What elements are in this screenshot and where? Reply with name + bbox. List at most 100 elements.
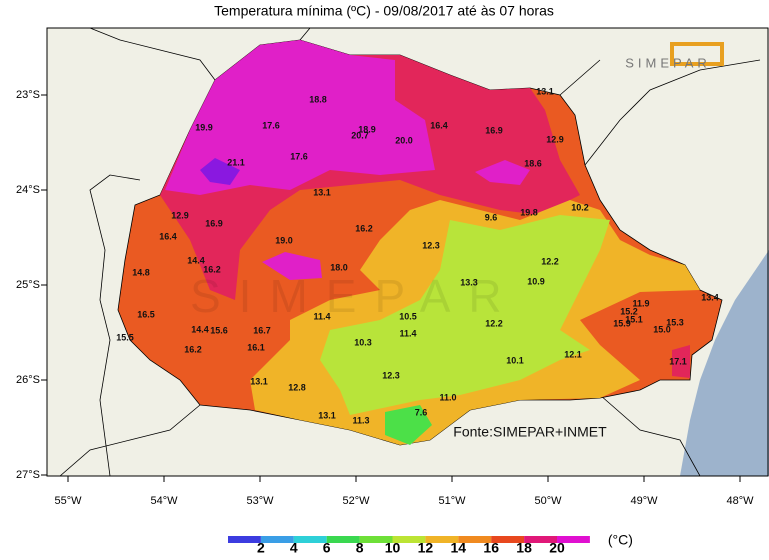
station-value: 15.1 xyxy=(625,314,643,324)
axes: 23°S 24°S 25°S 26°S 27°S 55°W 54°W 53°W 52°W 51°W… xyxy=(16,89,754,507)
station-value: 14.4 xyxy=(187,255,205,265)
color-swatch xyxy=(326,536,360,543)
lon-label: 53°W xyxy=(246,495,274,507)
color-swatch xyxy=(425,536,459,543)
station-value: 18.6 xyxy=(524,158,542,168)
station-value: 16.1 xyxy=(247,342,265,352)
station-value: 15.6 xyxy=(210,325,228,335)
station-value: 12.1 xyxy=(564,349,582,359)
color-swatch xyxy=(458,536,492,543)
station-value: 12.9 xyxy=(171,210,189,220)
cold-zone xyxy=(320,215,610,415)
lon-label: 50°W xyxy=(534,495,562,507)
station-value: 16.2 xyxy=(355,223,373,233)
logo: SIMEPAR xyxy=(625,55,711,70)
map: SIMEPAR SIMEPAR Fonte:SIMEPAR+INMET xyxy=(47,28,769,476)
station-value: 12.9 xyxy=(546,134,564,144)
station-value: 13.1 xyxy=(250,376,268,386)
station-value: 12.3 xyxy=(422,240,440,250)
title: Temperatura mínima (ºC) - 09/08/2017 até… xyxy=(214,3,554,19)
station-value: 12.8 xyxy=(288,382,306,392)
colorbar-label: 8 xyxy=(356,540,364,555)
station-value: 18.9 xyxy=(358,124,376,134)
station-value: 19.8 xyxy=(520,207,538,217)
station-value: 9.6 xyxy=(485,212,498,222)
lon-label: 49°W xyxy=(630,495,658,507)
station-value: 10.5 xyxy=(399,311,417,321)
station-value: 13.3 xyxy=(460,277,478,287)
station-value: 11.9 xyxy=(632,298,649,308)
station-value: 14.8 xyxy=(132,267,150,277)
lon-label: 48°W xyxy=(726,495,754,507)
station-value: 13.1 xyxy=(318,410,336,420)
station-value: 15.2 xyxy=(620,306,638,316)
coldest-zone xyxy=(385,405,432,445)
station-value: 14.4 xyxy=(191,324,209,334)
warm-zone xyxy=(672,345,690,378)
station-value: 15.5 xyxy=(116,332,134,342)
station-value: 16.4 xyxy=(430,120,448,130)
station-value: 21.1 xyxy=(227,157,245,167)
colorbar: 2 4 6 8 10 12 14 16 18 20 (°C) xyxy=(228,532,633,556)
station-value: 7.6 xyxy=(415,407,428,417)
station-value: 11.4 xyxy=(313,311,330,321)
colorbar-label: 18 xyxy=(516,540,532,555)
color-swatch xyxy=(359,536,393,543)
station-value: 16.9 xyxy=(205,218,223,228)
frame xyxy=(46,27,769,477)
source: Fonte:SIMEPAR+INMET xyxy=(453,424,607,440)
lat-label: 25°S xyxy=(16,279,40,291)
hot-zone xyxy=(165,40,435,195)
border xyxy=(59,404,201,476)
station-value: 16.4 xyxy=(159,231,177,241)
station-value: 19.9 xyxy=(195,122,213,132)
colorbar-label: 14 xyxy=(451,540,467,555)
station-value: 10.9 xyxy=(527,276,545,286)
color-swatch xyxy=(392,536,426,543)
hot-zone xyxy=(475,160,530,185)
station-value: 13.4 xyxy=(701,292,719,302)
lat-label: 26°S xyxy=(16,374,40,386)
color-swatch xyxy=(524,536,557,543)
colorbar-unit: (°C) xyxy=(608,532,633,548)
color-swatch xyxy=(491,536,525,543)
station-value: 17.1 xyxy=(669,356,687,366)
colorbar-label: 2 xyxy=(257,540,265,555)
color-swatch xyxy=(293,536,327,543)
color-swatch xyxy=(557,536,590,543)
lat-label: 23°S xyxy=(16,89,40,101)
border xyxy=(299,28,601,96)
color-swatch xyxy=(228,536,261,543)
watermark: SIMEPAR xyxy=(190,270,520,322)
colorbar-label: 20 xyxy=(549,540,565,555)
station-value: 11.4 xyxy=(399,328,416,338)
lat-label: 27°S xyxy=(16,469,40,481)
station-value: 15.3 xyxy=(666,317,684,327)
color-swatch xyxy=(260,536,294,543)
station-value: 10.1 xyxy=(506,355,524,365)
lon-label: 52°W xyxy=(342,495,370,507)
colorbar-label: 6 xyxy=(323,540,331,555)
lon-label: 55°W xyxy=(54,495,82,507)
border xyxy=(89,174,141,476)
colorbar-label: 12 xyxy=(418,540,434,555)
station-value: 18.8 xyxy=(309,94,327,104)
station-value: 16.2 xyxy=(184,344,202,354)
station-value: 20.0 xyxy=(395,135,413,145)
lon-label: 51°W xyxy=(438,495,466,507)
colorbar-label: 10 xyxy=(385,540,401,555)
stations: 18.8 19.9 17.6 18.920.7 20.0 16.4 16.9 13.1 12.9… xyxy=(116,86,719,425)
lon-label: 54°W xyxy=(150,495,178,507)
colorbar-label: 16 xyxy=(483,540,499,555)
station-value: 12.3 xyxy=(382,370,400,380)
station-value: 15.9 xyxy=(613,318,631,328)
lat-label: 24°S xyxy=(16,184,40,196)
station-value: 16.9 xyxy=(485,125,503,135)
station-value: 13.1 xyxy=(536,86,554,96)
hottest-zone xyxy=(200,158,240,185)
station-value: 16.2 xyxy=(203,264,221,274)
logo-mark xyxy=(670,42,724,66)
station-value: 12.2 xyxy=(485,318,503,328)
station-value: 11.0 xyxy=(439,392,456,402)
